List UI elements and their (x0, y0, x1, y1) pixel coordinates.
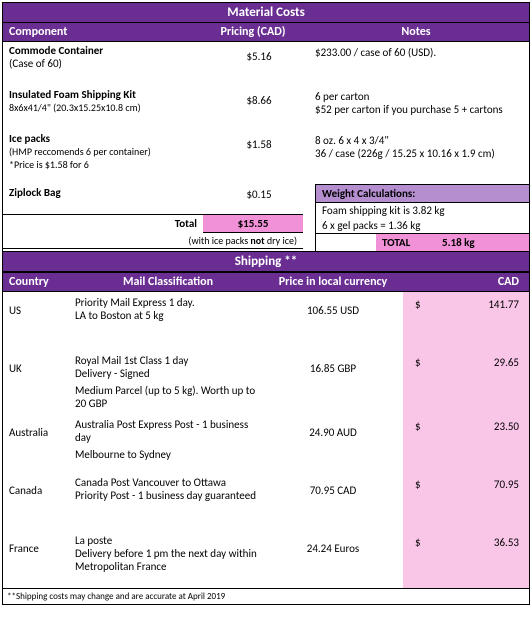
ship-local-price: 24.24 Euros (263, 530, 403, 588)
ship-mail: Australia Post Express Post - 1 business… (73, 414, 263, 472)
col-pricing: Pricing (CAD) (203, 23, 303, 41)
material-header-row: Component Pricing (CAD) Notes (3, 23, 529, 42)
item-price: $1.58 (209, 132, 309, 182)
ship-cad-price: $29.65 (403, 350, 529, 414)
material-total-row: Total $15.55 (3, 214, 315, 233)
col-local: Price in local currency (263, 273, 403, 291)
ship-local-price: 16.85 GBP (263, 350, 403, 414)
shipping-row: USPriority Mail Express 1 day.LA to Bost… (3, 292, 529, 350)
material-costs-table: Material Costs Component Pricing (CAD) N… (2, 2, 530, 605)
item-name: Ice packs (9, 132, 209, 145)
item-name: Commode Container (9, 44, 209, 57)
item-note: $52 per carton if you purchase 5 + carto… (315, 103, 517, 116)
ship-country: France (3, 530, 73, 588)
item-name: Insulated Foam Shipping Kit (9, 88, 209, 101)
ship-mail: Royal Mail 1st Class 1 dayDelivery - Sig… (73, 350, 263, 414)
ship-mail: Canada Post Vancouver to OttawaPriority … (73, 472, 263, 530)
item-price: $8.66 (209, 88, 309, 128)
ship-local-price: 106.55 USD (263, 292, 403, 350)
ship-country: US (3, 292, 73, 350)
item-note: 8 oz. 6 x 4 x 3/4" (315, 134, 517, 147)
item-sub: (HMP reccomends 6 per container) (9, 145, 209, 158)
ship-mail: La posteDelivery before 1 pm the next da… (73, 530, 263, 588)
ship-country: Canada (3, 472, 73, 530)
weight-total-row: TOTAL 5.18 kg (316, 233, 529, 251)
shipping-rows: USPriority Mail Express 1 day.LA to Bost… (3, 292, 529, 588)
col-component: Component (3, 23, 203, 41)
col-mail: Mail Classification (73, 273, 263, 291)
item-name: Ziplock Bag (9, 186, 209, 199)
total-label: Total (3, 214, 203, 233)
shipping-row: FranceLa posteDelivery before 1 pm the n… (3, 530, 529, 588)
weight-total-value: 5.18 kg (436, 234, 529, 251)
weight-total-label: TOTAL (376, 234, 436, 251)
col-notes: Notes (303, 23, 529, 41)
item-note: 36 / case (226g / 15.25 x 10.16 x 1.9 cm… (315, 147, 517, 160)
weight-title: Weight Calculations: (316, 185, 529, 203)
item-price: $5.16 (209, 44, 309, 84)
ship-cad-price: $23.50 (403, 414, 529, 472)
shipping-footnote: **Shipping costs may change and are accu… (3, 588, 529, 604)
col-cad: CAD (403, 273, 529, 291)
total-value: $15.55 (203, 214, 303, 233)
ship-country: Australia (3, 414, 73, 472)
material-title: Material Costs (3, 3, 529, 23)
item-note: 6 per carton (315, 90, 517, 103)
item-price: $0.15 (209, 186, 309, 212)
material-total-note: (with ice packs not dry ice) (3, 233, 315, 249)
shipping-row: CanadaCanada Post Vancouver to OttawaPri… (3, 472, 529, 530)
col-country: Country (3, 273, 73, 291)
ship-cad-price: $141.77 (403, 292, 529, 350)
item-sub: 8x6x41/4" (20.3x15.25x10.8 cm) (9, 101, 209, 114)
weight-calculations-box: Weight Calculations: Foam shipping kit i… (315, 184, 529, 251)
material-row: Insulated Foam Shipping Kit 8x6x41/4" (2… (3, 86, 529, 130)
item-note: $233.00 / case of 60 (USD). (315, 46, 517, 59)
shipping-row: UKRoyal Mail 1st Class 1 dayDelivery - S… (3, 350, 529, 414)
item-sub: (Case of 60) (9, 57, 209, 70)
material-row: Ice packs (HMP reccomends 6 per containe… (3, 130, 529, 184)
ship-country: UK (3, 350, 73, 414)
material-row: Commode Container (Case of 60) $5.16 $23… (3, 42, 529, 86)
ship-cad-price: $36.53 (403, 530, 529, 588)
ship-local-price: 70.95 CAD (263, 472, 403, 530)
shipping-row: AustraliaAustralia Post Express Post - 1… (3, 414, 529, 472)
ship-cad-price: $70.95 (403, 472, 529, 530)
weight-line: 6 x gel packs = 1.36 kg (316, 218, 529, 233)
shipping-title: Shipping ** (3, 251, 529, 272)
material-row: Ziplock Bag $0.15 (3, 184, 315, 214)
ship-local-price: 24.90 AUD (263, 414, 403, 472)
item-sub2: *Price is $1.58 for 6 (9, 158, 209, 171)
ship-mail: Priority Mail Express 1 day.LA to Boston… (73, 292, 263, 350)
shipping-header-row: Country Mail Classification Price in loc… (3, 272, 529, 292)
weight-line: Foam shipping kit is 3.82 kg (316, 203, 529, 218)
